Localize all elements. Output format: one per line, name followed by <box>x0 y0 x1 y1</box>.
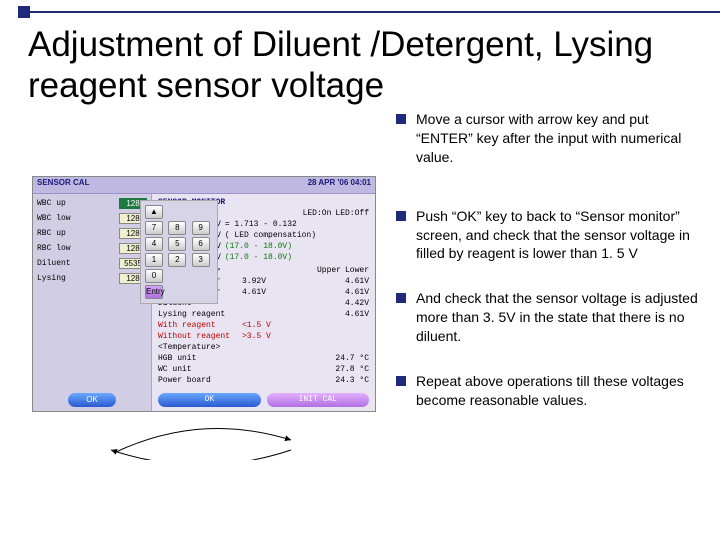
cycle-arrows-icon <box>96 420 306 460</box>
sensor-row-wbc-low[interactable]: WBC low <box>37 213 147 224</box>
temp-row: HGB unit24.7 °C <box>158 354 369 363</box>
key-3[interactable]: 3 <box>192 253 210 267</box>
bullet-item: Repeat above operations till these volta… <box>396 372 700 410</box>
sensor-row-rbc-low[interactable]: RBC low <box>37 243 147 254</box>
threshold-row: Without reagent>3.5 V <box>158 332 369 341</box>
sensor-row-wbc-up[interactable]: WBC up <box>37 198 147 209</box>
monitor-ok-button[interactable]: OK <box>158 393 261 407</box>
numeric-keypad: ▲ 789 456 123 0 Entry <box>140 200 218 304</box>
key-6[interactable]: 6 <box>192 237 210 251</box>
sensor-row-lysing[interactable]: Lysing <box>37 273 147 284</box>
sensor-cal-panel: WBC up WBC low RBC up RBC low Diluent Ly… <box>33 194 152 411</box>
sensor-row-diluent[interactable]: Diluent <box>37 258 147 269</box>
temp-row: Power board24.3 °C <box>158 376 369 385</box>
bullet-text: Move a cursor with arrow key and put “EN… <box>416 110 700 167</box>
bullet-text: And check that the sensor voltage is adj… <box>416 289 700 346</box>
bullet-item: Push “OK” key to back to “Sensor monitor… <box>396 207 700 264</box>
header-title: SENSOR CAL <box>37 178 89 192</box>
ok-button[interactable]: OK <box>68 393 116 407</box>
key-1[interactable]: 1 <box>145 253 163 267</box>
bullet-list: Move a cursor with arrow key and put “EN… <box>396 110 700 436</box>
slide-title: Adjustment of Diluent /Detergent, Lysing… <box>28 24 710 107</box>
title-accent <box>18 6 720 18</box>
key-9[interactable]: 9 <box>192 221 210 235</box>
key-entry[interactable]: Entry <box>145 285 163 299</box>
key-5[interactable]: 5 <box>168 237 186 251</box>
monitor-init-button[interactable]: INIT CAL <box>267 393 370 407</box>
bullet-text: Repeat above operations till these volta… <box>416 372 700 410</box>
sensor-row-rbc-up[interactable]: RBC up <box>37 228 147 239</box>
key-8[interactable]: 8 <box>168 221 186 235</box>
mano-row: Lysing reagent4.61V <box>158 310 369 319</box>
keypad-up-icon[interactable]: ▲ <box>145 205 163 219</box>
key-2[interactable]: 2 <box>168 253 186 267</box>
temp-header: <Temperature> <box>158 343 369 352</box>
key-4[interactable]: 4 <box>145 237 163 251</box>
bullet-item: And check that the sensor voltage is adj… <box>396 289 700 346</box>
threshold-row: With reagent<1.5 V <box>158 321 369 330</box>
key-0[interactable]: 0 <box>145 269 163 283</box>
bullet-text: Push “OK” key to back to “Sensor monitor… <box>416 207 700 264</box>
panel-header: SENSOR CAL 28 APR '06 04:01 <box>33 177 375 194</box>
key-7[interactable]: 7 <box>145 221 163 235</box>
temp-row: WC unit27.8 °C <box>158 365 369 374</box>
bullet-item: Move a cursor with arrow key and put “EN… <box>396 110 700 167</box>
header-datetime: 28 APR '06 04:01 <box>308 178 371 192</box>
